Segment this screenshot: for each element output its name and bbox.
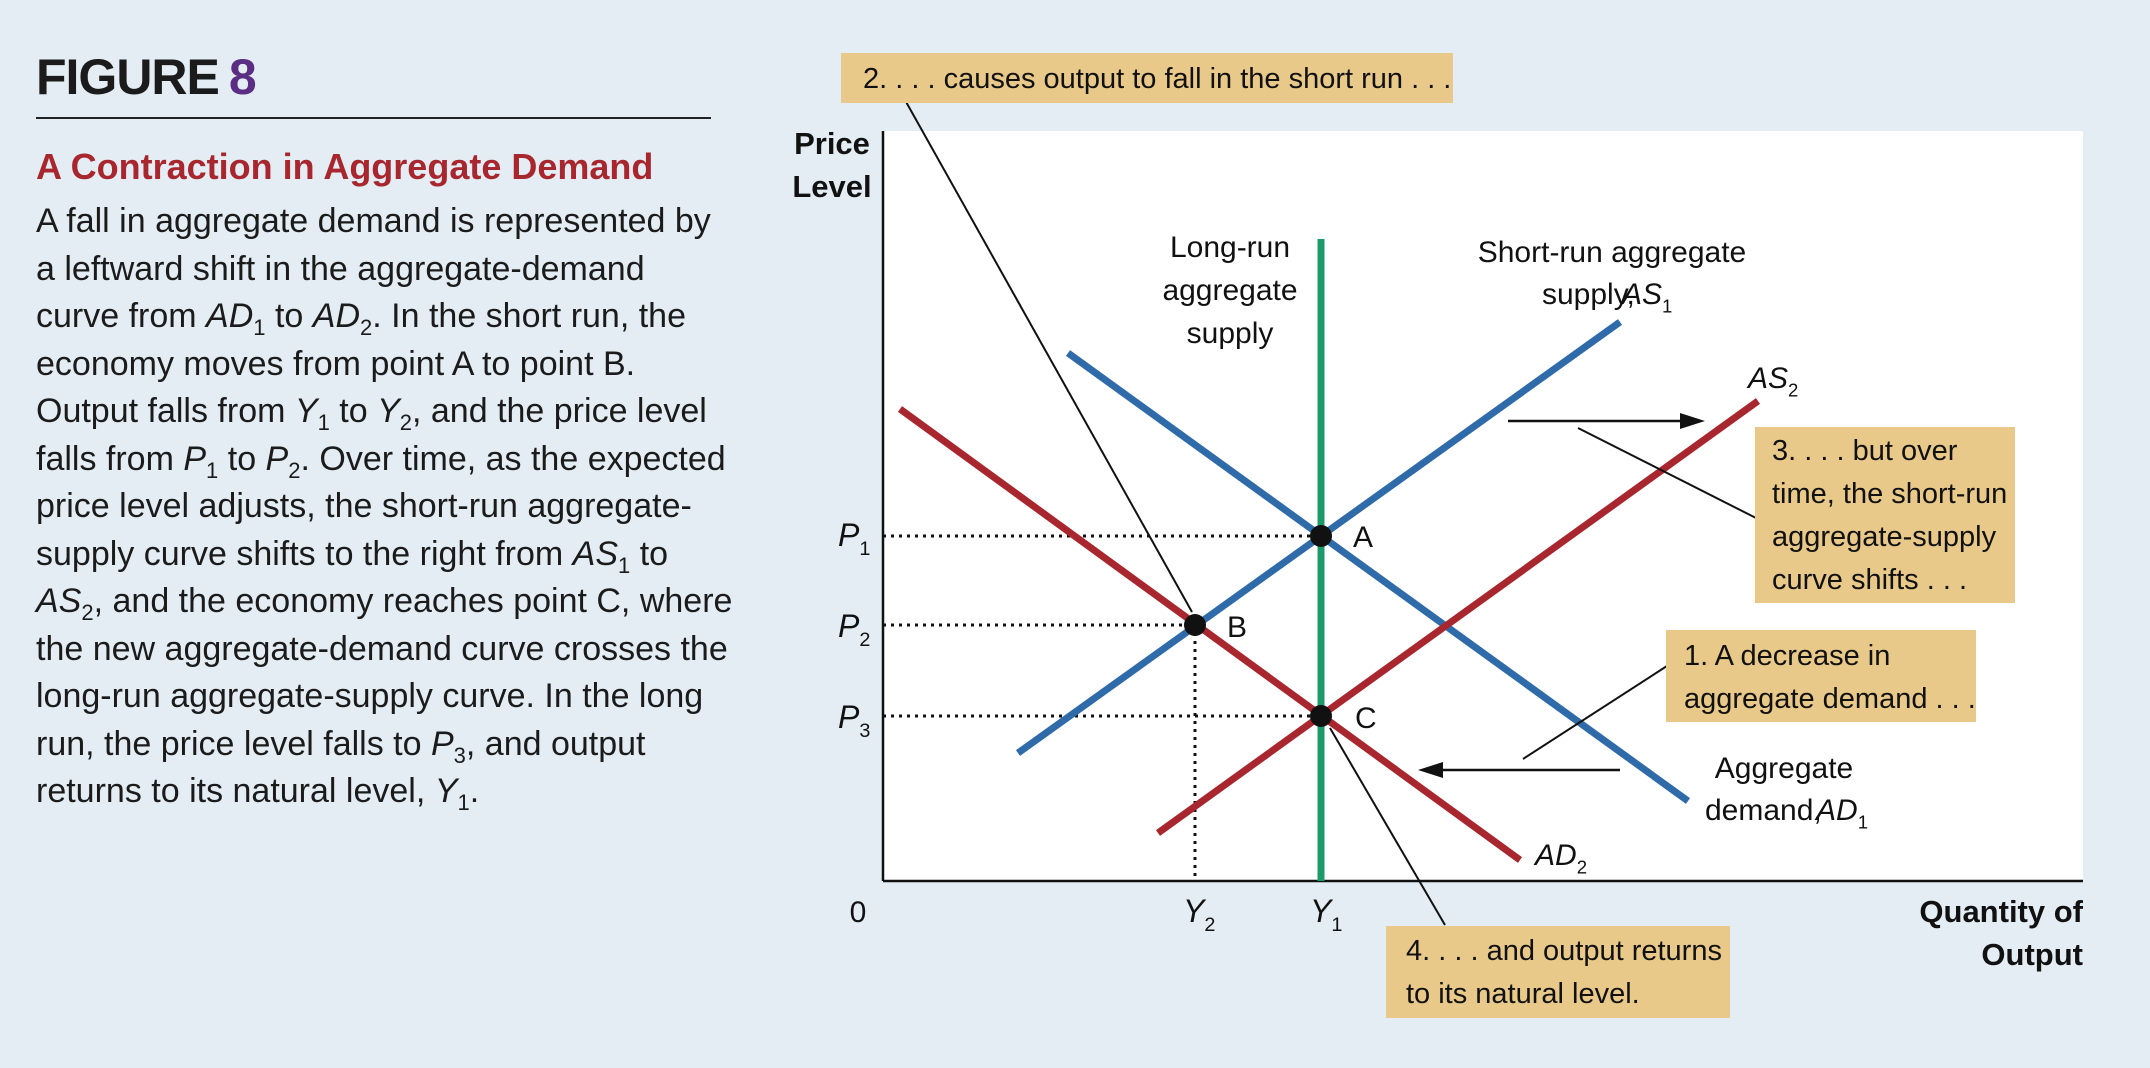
- caption-symbol: AS: [36, 582, 82, 620]
- caption-symbol: AS: [572, 534, 619, 573]
- leader-step3: [1577, 427, 1757, 519]
- sras2-curve: [1155, 398, 1761, 836]
- callout-step3-text: curve shifts . . .: [1772, 564, 1967, 596]
- caption-subscript: 1: [457, 789, 470, 815]
- point-c-marker: [1310, 705, 1332, 727]
- ad1-label: Aggregate: [1715, 752, 1853, 785]
- caption-text: , and the economy reaches point C, where…: [36, 582, 733, 763]
- caption-text: to: [329, 392, 378, 430]
- sras1-label: Short-run aggregate: [1478, 236, 1747, 269]
- figure-title: A Contraction in Aggregate Demand: [36, 146, 654, 187]
- lras-label: aggregate: [1162, 274, 1297, 307]
- y-axis-label: Level: [792, 169, 871, 204]
- leader-step2: [904, 99, 1193, 613]
- point-b-marker: [1184, 614, 1206, 636]
- caption-text: to: [218, 439, 266, 478]
- callout-step3: [1755, 427, 2015, 603]
- caption-text: , and output returns to its natural leve…: [36, 724, 646, 811]
- caption-text: .: [469, 772, 480, 810]
- caption-text: . Over time, as the expected price level…: [36, 439, 726, 573]
- caption-symbol: AD: [206, 297, 254, 335]
- caption-symbol: P: [183, 439, 207, 478]
- callout-step4-text: to its natural level.: [1406, 978, 1640, 1010]
- caption-symbol: P: [430, 724, 454, 763]
- y-tick-label: P3: [838, 699, 870, 742]
- sras2-symbol: AS2: [1746, 362, 1798, 400]
- x-tick-label: Y2: [1183, 893, 1215, 936]
- point-b-label: B: [1227, 611, 1247, 644]
- ad1-symbol: AD1: [1814, 794, 1868, 832]
- callout-step2-text: 2. . . . causes output to fall in the sh…: [863, 63, 1451, 95]
- callout-step3-text: aggregate-supply: [1772, 521, 1997, 553]
- callout-step3-text: time, the short-run: [1772, 478, 2007, 510]
- x-axis-label: Output: [1981, 937, 2083, 972]
- figure-number: 8: [228, 49, 257, 105]
- callout-step1-text: 1. A decrease in: [1684, 640, 1890, 672]
- y-tick-label: P1: [838, 517, 870, 560]
- caption-subscript: 2: [360, 314, 373, 340]
- caption-symbol: P: [265, 439, 289, 478]
- x-tick-label: Y1: [1310, 893, 1342, 936]
- caption-subscript: 2: [399, 409, 412, 435]
- callout-step1-text: aggregate demand . . .: [1684, 683, 1976, 715]
- ad1-label: demand,: [1705, 794, 1822, 827]
- sras1-label: supply,: [1542, 278, 1635, 311]
- point-a-label: A: [1353, 521, 1373, 554]
- caption-text: to: [630, 534, 669, 573]
- guide-lines: [883, 534, 1321, 881]
- diagram-text: Price Level Quantity of Output 0 P1 P2 P3 Y2 Y1 Lo…: [792, 63, 2083, 1010]
- caption-symbol: Y: [377, 392, 400, 430]
- figure-panel: FIGURE 8 A Contraction in Aggregate Deman…: [0, 0, 760, 1068]
- leader-lines: [904, 99, 1757, 926]
- leftward-shift-arrow: [1418, 762, 1620, 778]
- caption-symbol: AD: [312, 297, 361, 335]
- y-tick-label: P2: [838, 608, 870, 651]
- ad2-curve: [897, 406, 1523, 863]
- leader-step1: [1522, 663, 1671, 760]
- point-a-marker: [1310, 525, 1332, 547]
- caption-symbol: Y: [294, 392, 318, 430]
- caption-subscript: 1: [618, 552, 631, 578]
- point-c-label: C: [1355, 702, 1377, 735]
- origin-label: 0: [850, 896, 867, 929]
- ad2-symbol: AD2: [1533, 839, 1587, 877]
- caption-text: . In the short run, the economy moves fr…: [36, 297, 687, 430]
- caption-subscript: 3: [453, 742, 466, 768]
- sras1-symbol: AS1: [1620, 278, 1672, 316]
- caption-subscript: 1: [317, 409, 330, 435]
- lras-label: supply: [1187, 317, 1274, 350]
- callout-step4-text: 4. . . . and output returns: [1406, 935, 1722, 967]
- lras-label: Long-run: [1170, 231, 1290, 264]
- caption-subscript: 1: [206, 457, 219, 483]
- figure-heading: FIGURE 8: [36, 48, 257, 106]
- callout-step1: [1666, 630, 1976, 722]
- ad1-curve: [1065, 350, 1691, 804]
- caption-text: , and the price level falls from: [36, 392, 707, 478]
- callout-step2: [841, 53, 1453, 103]
- x-axis-label: Quantity of: [1919, 894, 2083, 929]
- y-axis-label: Price: [794, 126, 870, 161]
- heading-divider: [36, 117, 711, 119]
- caption-subscript: 2: [81, 599, 94, 625]
- rightward-shift-arrow: [1508, 413, 1705, 429]
- caption-subscript: 1: [253, 314, 266, 340]
- figure-caption: A fall in aggregate demand is represente…: [36, 198, 736, 816]
- callout-step3-text: 3. . . . but over: [1772, 435, 1958, 467]
- callout-step4: [1386, 926, 1730, 1018]
- caption-subscript: 2: [288, 457, 301, 483]
- leader-step4: [1329, 727, 1446, 926]
- caption-text: to: [265, 297, 313, 335]
- caption-symbol: Y: [434, 772, 458, 810]
- figure-label: FIGURE: [36, 49, 220, 105]
- caption-text: A fall in aggregate demand is represente…: [36, 202, 711, 335]
